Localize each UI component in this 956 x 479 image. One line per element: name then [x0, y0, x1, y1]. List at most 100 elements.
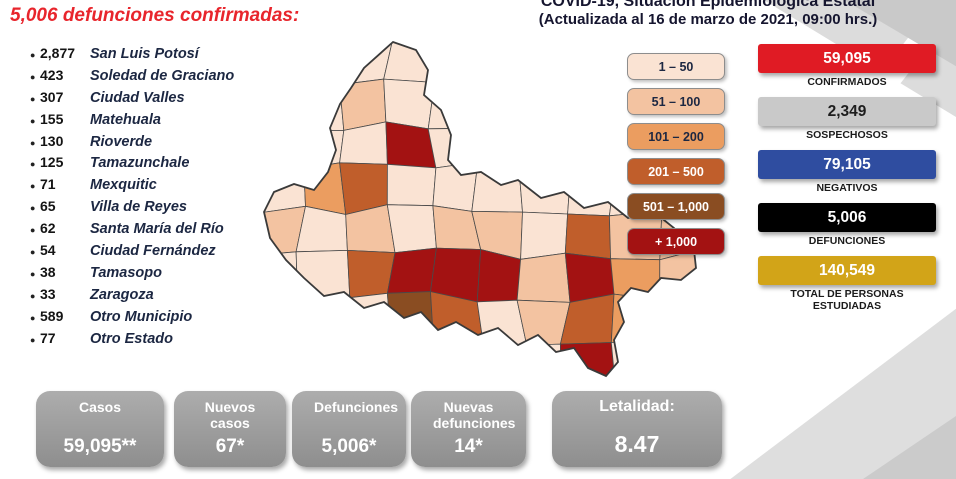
legend-bin: 101 – 200: [627, 123, 725, 150]
indicator-label: Casos: [78, 399, 122, 415]
bullet-icon: ●: [30, 203, 36, 214]
bullet-icon: ●: [30, 268, 36, 279]
bullet-icon: ●: [30, 181, 36, 192]
death-count: 65: [40, 198, 56, 215]
municipality-cell: [297, 296, 351, 341]
stat-value-box: 2,349: [758, 97, 936, 126]
municipality-cell: [264, 42, 301, 88]
municipality-cell: [303, 335, 345, 376]
municipality-name: Zaragoza: [90, 286, 154, 303]
report-subtitle: (Actualizada al 16 de marzo de 2021, 09:…: [538, 11, 878, 28]
municipality-cell: [386, 247, 437, 294]
death-count: 62: [40, 220, 56, 237]
stat-group: 59,095 CONFIRMADOS: [758, 44, 936, 88]
municipality-name: Otro Municipio: [90, 308, 193, 325]
municipality-name: Mexquitic: [90, 177, 157, 194]
bullet-icon: ●: [30, 225, 36, 236]
municipality-cell: [656, 289, 696, 342]
municipality-cell: [471, 42, 524, 87]
municipality-cell: [520, 211, 569, 260]
indicator-value: 8.47: [614, 431, 660, 457]
death-list-item: ● 2,877 San Luis Potosí: [30, 45, 234, 67]
indicator-label: Nuevas defunciones: [433, 399, 516, 431]
death-count: 155: [40, 110, 64, 127]
stat-label: SOSPECHOSOS: [806, 129, 888, 141]
indicator-box: Nuevos casos 67*: [174, 391, 286, 467]
death-count: 423: [40, 66, 64, 83]
stat-group: 5,006 DEFUNCIONES: [758, 203, 936, 247]
municipality-cell: [264, 251, 299, 300]
stat-group: 140,549 TOTAL DE PERSONAS ESTUDIADAS: [758, 256, 936, 312]
death-list-item: ● 155 Matehuala: [30, 111, 234, 133]
municipality-cell: [386, 204, 437, 254]
death-count: 130: [40, 132, 64, 149]
death-count: 33: [40, 285, 56, 302]
summary-stats: 59,095 CONFIRMADOS 2,349 SOSPECHOSOS 79,105 N…: [758, 44, 936, 321]
municipality-cell: [560, 77, 618, 132]
bullet-icon: ●: [30, 334, 36, 345]
bullet-icon: ●: [30, 247, 36, 258]
stat-label: TOTAL DE PERSONAS ESTUDIADAS: [790, 288, 904, 312]
municipality-cell: [567, 161, 616, 217]
stat-value-box: 79,105: [758, 150, 936, 179]
municipality-cell: [386, 163, 437, 207]
municipality-cell: [472, 81, 523, 129]
death-list-item: ● 307 Ciudad Valles: [30, 89, 234, 111]
municipality-cell: [523, 343, 562, 376]
death-list-item: ● 77 Otro Estado: [30, 330, 234, 352]
stat-group: 2,349 SOSPECHOSOS: [758, 97, 936, 141]
death-count: 38: [40, 263, 56, 280]
map-legend: 1 – 50 51 – 100 101 – 200 201 – 500 501 – 1,…: [627, 53, 725, 263]
death-list-item: ● 423 Soledad de Graciano: [30, 67, 234, 89]
municipality-cell: [651, 338, 696, 376]
municipality-name: Matehuala: [90, 111, 161, 128]
legend-bin: 1 – 50: [627, 53, 725, 80]
stat-label: NEGATIVOS: [816, 182, 878, 194]
municipality-cell: [432, 339, 484, 376]
report-header: COVID-19, Situación Epidemiológica Estat…: [468, 0, 948, 28]
municipality-cell: [295, 205, 348, 253]
indicator-box: Casos 59,095**: [36, 391, 164, 467]
municipality-cell: [564, 252, 615, 303]
death-list-item: ● 71 Mexquitic: [30, 176, 234, 198]
bullet-icon: ●: [30, 159, 36, 170]
death-list-item: ● 38 Tamasopo: [30, 264, 234, 286]
death-count: 71: [40, 176, 56, 193]
indicator-value: 5,006*: [321, 436, 377, 457]
municipality-cell: [519, 81, 570, 132]
indicator-box: Nuevas defunciones 14*: [411, 391, 526, 467]
indicator-value: 59,095**: [63, 436, 137, 457]
municipality-name: Otro Estado: [90, 330, 173, 347]
decorative-ribbon-bottom-right-dark: [863, 416, 956, 479]
death-list-item: ● 54 Ciudad Fernández: [30, 242, 234, 264]
municipality-cell: [434, 42, 474, 87]
municipality-cell: [390, 339, 434, 376]
municipality-cell: [564, 213, 612, 260]
report-title: COVID-19, Situación Epidemiológica Estat…: [540, 0, 876, 10]
indicator-box: Defunciones 5,006*: [292, 391, 406, 467]
death-list-item: ● 130 Rioverde: [30, 133, 234, 155]
municipality-cell: [560, 42, 618, 89]
death-count: 2,877: [40, 45, 76, 61]
indicator-label: Letalidad:: [599, 398, 675, 415]
municipality-cell: [341, 339, 392, 376]
municipality-cell: [343, 292, 392, 342]
municipality-cell: [264, 85, 301, 132]
stat-group: 79,105 NEGATIVOS: [758, 150, 936, 194]
municipality-cell: [295, 249, 351, 299]
indicator-label: Defunciones: [314, 399, 399, 415]
municipality-name: Santa María del Río: [90, 221, 224, 238]
municipality-name: Rioverde: [90, 133, 153, 150]
stat-value-box: 5,006: [758, 203, 936, 232]
stat-label: DEFUNCIONES: [808, 235, 886, 247]
municipality-name: Villa de Reyes: [90, 199, 187, 216]
municipality-cell: [518, 161, 572, 215]
legend-bin: 201 – 500: [627, 158, 725, 185]
municipality-cell: [519, 42, 568, 89]
bullet-icon: ●: [30, 312, 36, 323]
death-list-item: ● 589 Otro Municipio: [30, 308, 234, 330]
municipality-cell: [299, 42, 341, 88]
indicator-label: Nuevos casos: [204, 399, 256, 431]
death-count: 589: [40, 307, 64, 324]
stat-label: CONFIRMADOS: [807, 76, 887, 88]
